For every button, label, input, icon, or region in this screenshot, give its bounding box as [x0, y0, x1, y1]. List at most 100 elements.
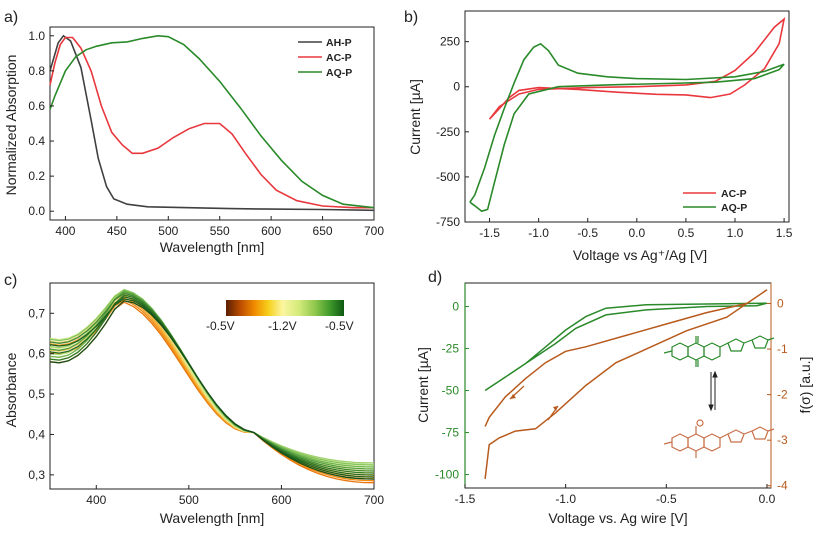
series-line-ah-p — [49, 34, 375, 212]
panel-a-legend: AH-P AC-P AQ-P — [298, 37, 352, 79]
panel-c-xlabel: Wavelength [nm] — [160, 510, 265, 526]
panel-b-ylabel: Current [µA] — [407, 79, 423, 155]
series-line-d-current — [484, 302, 768, 392]
ytick-label: -75 — [442, 426, 460, 440]
xtick-label: -1.5 — [455, 492, 476, 506]
xtick-label: -0.5 — [577, 226, 598, 240]
legend-label-ac-p: AC-P — [326, 52, 352, 64]
ytick-label: 0.2 — [28, 169, 45, 183]
panel-a-series — [49, 34, 375, 212]
ytick-label: -750 — [436, 215, 460, 229]
panel-d-series — [484, 289, 768, 479]
spectrum-curve — [49, 300, 375, 480]
spectrum-curve — [49, 289, 375, 466]
panel-d: d) -1.5 -1.0 -0.5 0.0 -100 -75 -50 -25 0 -4 -3 -2… — [415, 269, 813, 526]
xtick-label: 700 — [364, 493, 384, 507]
panel-c-frame — [49, 282, 375, 490]
scan-arrow-back — [509, 385, 525, 400]
panel-c-yticks: 0,3 0,4 0,5 0,6 0,7 — [28, 306, 54, 482]
panel-c-colorbar: -0.5V -1.2V -0.5V — [206, 300, 354, 333]
ytick-label: 0.4 — [28, 134, 45, 148]
series-line-ac-p — [49, 36, 374, 209]
series-line-aq-p — [49, 34, 375, 209]
y2tick-label: -3 — [777, 433, 788, 447]
xtick-label: -1.0 — [555, 492, 576, 506]
xtick-label: 1.0 — [727, 226, 744, 240]
xtick-label: 700 — [364, 224, 384, 238]
ytick-label: 1.0 — [28, 29, 45, 43]
structure-dianion — [663, 419, 775, 458]
panel-d-y2ticks: -4 -3 -2 -1 0 — [767, 297, 788, 493]
panel-b-xticks: -1.5 -1.0 -0.5 0.0 0.5 1.0 1.5 — [479, 218, 793, 240]
ytick-label: -50 — [442, 384, 460, 398]
scan-arrow-forward — [547, 405, 559, 421]
xtick-label: 550 — [210, 224, 230, 238]
y2tick-label: 0 — [777, 297, 784, 311]
xtick-label: 400 — [86, 493, 106, 507]
xtick-label: 0.0 — [628, 226, 645, 240]
panel-a-yticks: 0.0 0.2 0.4 0.6 0.8 1.0 — [28, 29, 54, 218]
xtick-label: -0.5 — [656, 492, 677, 506]
panel-a-xticks: 400 450 500 550 600 650 700 — [55, 216, 384, 238]
panel-b-frame — [464, 10, 790, 223]
panel-d-xlabel: Voltage vs. Ag wire [V] — [548, 510, 687, 526]
panel-c-label: c) — [4, 272, 17, 289]
ytick-label: -25 — [442, 342, 460, 356]
xtick-label: 400 — [55, 224, 75, 238]
legend-label-aq-p: AQ-P — [326, 67, 352, 79]
ytick-label: 0,5 — [28, 387, 45, 401]
xtick-label: 500 — [158, 224, 178, 238]
panel-d-label: d) — [428, 269, 442, 286]
colorbar-label-end: -0.5V — [325, 319, 354, 333]
panel-a: a) 400 450 500 550 600 650 700 0.0 0.2 0.4 0.6 0.8… — [3, 9, 384, 255]
panel-b-yticks: -750 -500 -250 0 250 — [436, 35, 469, 229]
xtick-label: 1.5 — [776, 226, 793, 240]
series-line-b-aq-p — [469, 42, 785, 213]
panel-b-xlabel: Voltage vs Ag⁺/Ag [V] — [573, 247, 707, 263]
panel-c-ylabel: Absorbance — [3, 352, 19, 427]
ytick-label: -500 — [436, 170, 460, 184]
colorbar-label-mid: -1.2V — [268, 319, 297, 333]
structure-quinone — [663, 335, 775, 367]
ytick-label: 0 — [453, 80, 460, 94]
y2tick-label: -2 — [777, 388, 788, 402]
ytick-label: -250 — [436, 125, 460, 139]
xtick-label: 450 — [107, 224, 127, 238]
panel-a-ylabel: Normalized Absorption — [3, 55, 19, 196]
ytick-label: 0.6 — [28, 99, 45, 113]
panel-c-xticks: 400 500 600 700 — [86, 485, 384, 507]
ytick-label: 0,6 — [28, 347, 45, 361]
xtick-label: -1.0 — [528, 226, 549, 240]
xtick-label: 0.5 — [678, 226, 695, 240]
panel-b-legend: AC-P AQ-P — [683, 188, 747, 214]
y2tick-label: -1 — [777, 342, 788, 356]
ytick-label: -100 — [435, 468, 459, 482]
panel-d-yticks: -100 -75 -50 -25 0 — [435, 300, 469, 482]
reduction-arrows — [708, 370, 718, 412]
ytick-label: 250 — [440, 35, 460, 49]
panel-a-label: a) — [4, 9, 18, 26]
panel-d-ylabel: Current [µA] — [415, 347, 431, 423]
ytick-label: 0.8 — [28, 64, 45, 78]
panel-c: c) 400 500 600 700 0,3 0,4 0,5 0,6 0,7 Waveleng… — [3, 272, 384, 526]
legend-label-b-ac-p: AC-P — [721, 188, 747, 200]
ytick-label: 0 — [452, 300, 459, 314]
series-line-b-ac-p — [488, 17, 786, 120]
ytick-label: 0,4 — [28, 427, 45, 441]
legend-label-b-aq-p: AQ-P — [721, 202, 747, 214]
xtick-label: 500 — [179, 493, 199, 507]
series-line-d-conductance — [484, 289, 768, 479]
xtick-label: 600 — [261, 224, 281, 238]
xtick-label: 650 — [313, 224, 333, 238]
xtick-label: 600 — [271, 493, 291, 507]
ytick-label: 0,3 — [28, 468, 45, 482]
y2tick-label: -4 — [777, 479, 788, 493]
xtick-label: -1.5 — [479, 226, 500, 240]
panel-d-xticks: -1.5 -1.0 -0.5 0.0 — [455, 484, 776, 506]
colorbar-gradient — [226, 300, 344, 316]
panel-b-series — [469, 17, 786, 213]
panel-d-y2label: f(σ) [a.u.] — [797, 357, 813, 414]
panel-b: b) -1.5 -1.0 -0.5 0.0 0.5 1.0 1.5 -750 -500 -250… — [404, 9, 793, 263]
legend-label-ah-p: AH-P — [326, 37, 352, 49]
